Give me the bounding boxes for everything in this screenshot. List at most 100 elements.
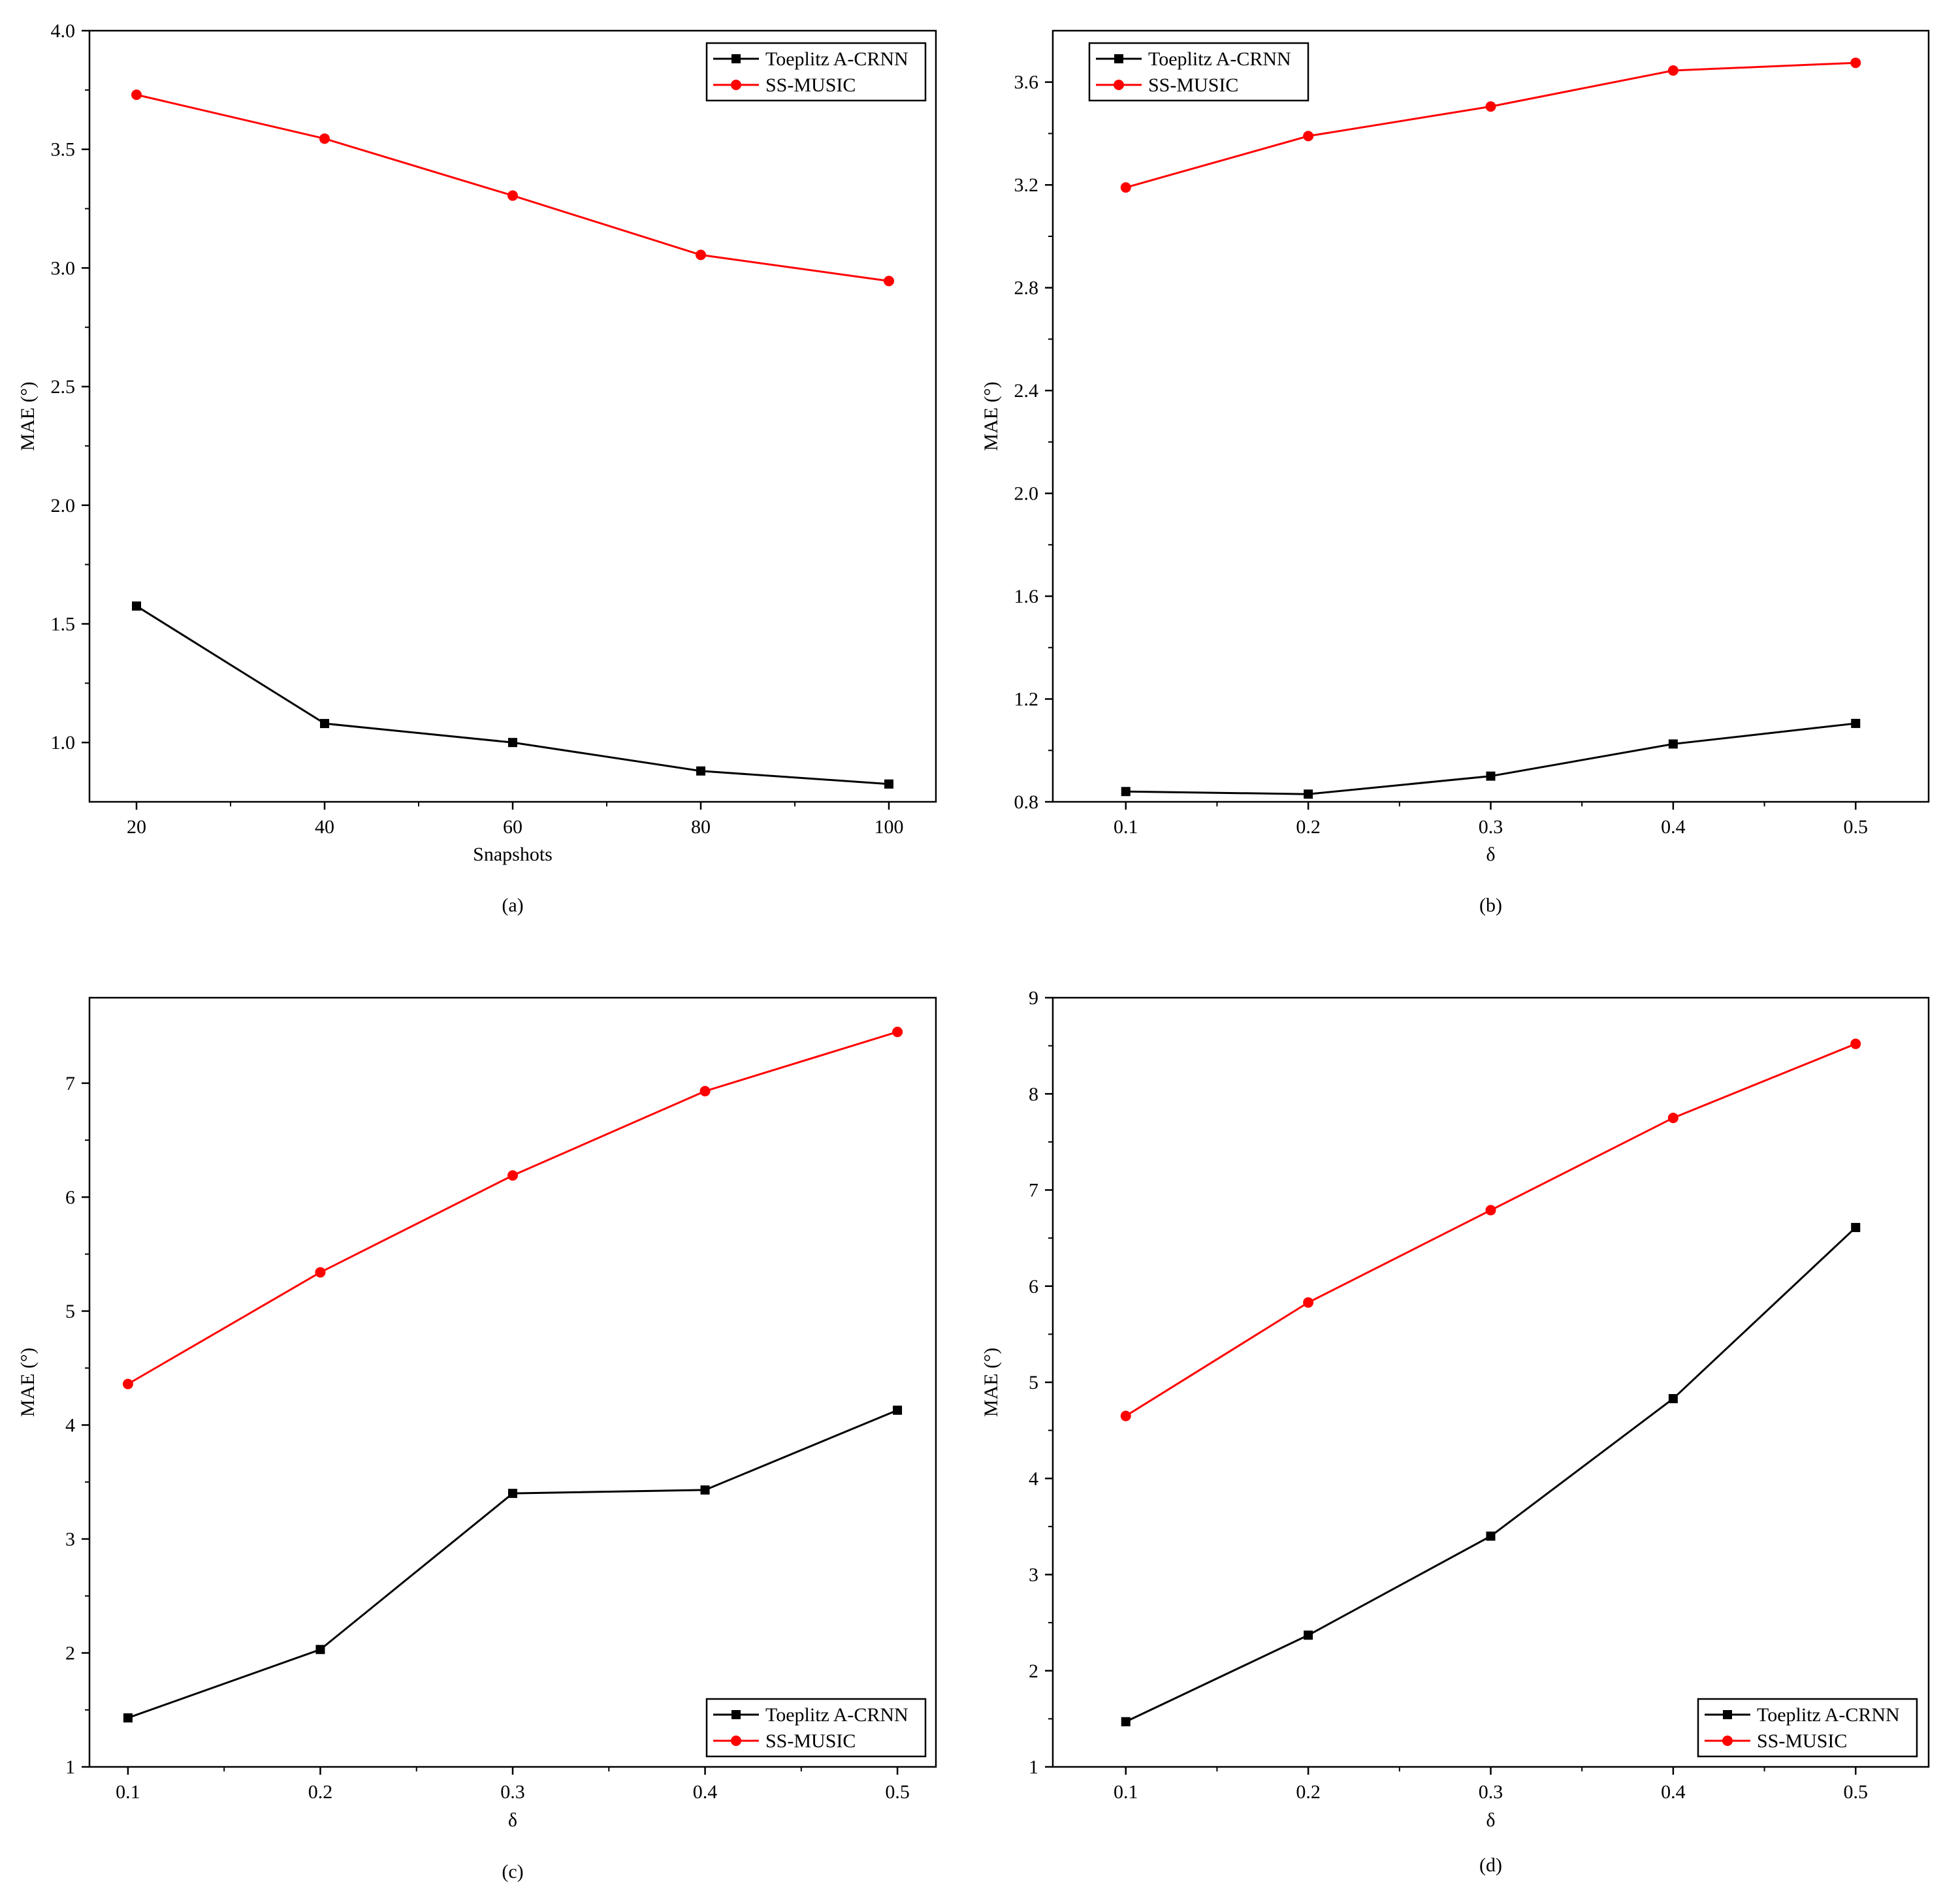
data-point-square (1121, 787, 1131, 797)
y-tick-label: 2.0 (1014, 483, 1039, 505)
data-point-square (315, 1645, 325, 1655)
data-point-circle (319, 133, 330, 144)
data-point-circle (1850, 1038, 1861, 1049)
data-point-square (508, 1489, 517, 1499)
y-tick-label: 6 (65, 1186, 75, 1208)
panel-c: 0.1 0.2 0.3 0.4 0.5 1 2 3 4 5 6 7 δ MAE (°) (c) Toeplit… (17, 996, 937, 1882)
y-tick-label: 8 (1029, 1083, 1038, 1105)
x-tick-label: 40 (315, 816, 334, 838)
data-point-square (1486, 1531, 1496, 1541)
plot-frame (88, 996, 937, 1768)
x-axis-label: δ (1486, 1809, 1495, 1831)
data-point-circle (1120, 182, 1131, 193)
y-tick-label: 3.2 (1014, 174, 1039, 196)
x-tick-label: 0.5 (1844, 1781, 1869, 1803)
data-point-square (1851, 1222, 1861, 1232)
series-line (1125, 1226, 1857, 1723)
data-point-circle (1303, 1297, 1314, 1308)
y-tick-label: 0.8 (1014, 791, 1039, 813)
y-tick-label: 2.5 (51, 376, 76, 398)
panel-b: 0.1 0.2 0.3 0.4 0.5 0.8 1.2 1.6 2.0 2.4 2.8 3.2 3.6 δ… (980, 29, 1930, 916)
legend-label: SS-MUSIC (765, 74, 856, 96)
data-point-circle (1850, 57, 1861, 69)
y-tick-label: 1 (65, 1756, 75, 1778)
x-tick-label: 0.2 (1296, 1781, 1321, 1803)
legend-label: SS-MUSIC (1148, 74, 1238, 96)
legend-swatch-circle (1722, 1736, 1733, 1746)
data-point-circle (699, 1086, 711, 1097)
legend-swatch-square (1114, 54, 1123, 63)
x-axis-label: Snapshots (473, 844, 553, 865)
legend-label: Toeplitz A-CRNN (1757, 1704, 1900, 1726)
series-line (127, 1409, 898, 1719)
x-tick-label: 60 (503, 816, 522, 838)
legend-label: Toeplitz A-CRNN (1148, 48, 1291, 70)
legend-swatch-square (731, 1710, 741, 1719)
data-point-circle (131, 89, 142, 101)
y-tick-label: 3 (65, 1529, 75, 1550)
data-point-circle (1485, 1205, 1496, 1216)
y-tick-label: 3 (1029, 1564, 1038, 1586)
plot-frame (1052, 996, 1930, 1768)
data-point-square (1851, 718, 1861, 728)
y-tick-label: 3.6 (1014, 72, 1039, 93)
series-line (136, 93, 890, 282)
x-tick-label: 0.1 (116, 1781, 140, 1803)
y-tick-label: 2.0 (51, 495, 76, 516)
series-line (136, 605, 890, 785)
y-axis-label: MAE (°) (17, 381, 39, 451)
data-point-square (884, 779, 893, 789)
legend-box (1088, 42, 1309, 102)
y-tick-label: 4 (1029, 1468, 1038, 1489)
legend-swatch-circle (731, 80, 741, 90)
data-point-circle (1303, 131, 1314, 142)
y-tick-label: 7 (65, 1073, 75, 1094)
data-point-square (696, 766, 705, 776)
y-tick-label: 4.0 (51, 20, 76, 42)
data-point-circle (1667, 65, 1678, 76)
panel-a: 20 40 60 80 100 1.0 1.5 2.0 2.5 3.0 3.5 4.0 Snapshot… (17, 20, 937, 916)
y-axis-label: MAE (°) (980, 381, 1002, 451)
data-point-square (1486, 771, 1496, 781)
panel-caption: (a) (502, 895, 523, 916)
legend-label: SS-MUSIC (1757, 1730, 1847, 1752)
data-point-square (1668, 1394, 1678, 1404)
x-tick-label: 0.3 (500, 1781, 525, 1803)
y-tick-label: 5 (65, 1301, 75, 1322)
y-tick-label: 1 (1029, 1756, 1038, 1778)
x-tick-label: 0.4 (693, 1781, 718, 1803)
y-tick-label: 1.0 (51, 732, 76, 754)
series-line (127, 1030, 898, 1385)
panel-caption: (c) (502, 1861, 523, 1882)
panel-d: 0.1 0.2 0.3 0.4 0.5 1 2 3 4 5 6 7 8 9 δ MAE (°) (d) Toepl… (980, 987, 1930, 1876)
data-point-circle (315, 1267, 326, 1278)
data-point-square (1304, 1630, 1313, 1640)
x-tick-label: 80 (691, 816, 711, 838)
data-point-circle (696, 249, 706, 261)
x-tick-label: 0.1 (1114, 816, 1138, 838)
data-point-circle (1485, 101, 1496, 112)
data-point-square (132, 601, 141, 611)
data-point-square (1121, 1717, 1131, 1726)
series-line (1125, 722, 1856, 795)
y-tick-label: 3.0 (51, 257, 76, 279)
x-tick-label: 0.4 (1661, 1781, 1686, 1803)
y-tick-label: 2.8 (1014, 278, 1039, 299)
x-tick-label: 0.3 (1479, 1781, 1503, 1803)
plot-frame (88, 29, 937, 803)
legend-box (705, 1698, 927, 1758)
y-tick-label: 1.2 (1014, 689, 1039, 710)
y-tick-label: 3.5 (51, 139, 76, 161)
y-tick-label: 6 (1029, 1276, 1038, 1297)
panel-caption: (b) (1479, 895, 1502, 916)
x-tick-label: 100 (875, 816, 904, 838)
legend-box (1697, 1698, 1918, 1758)
data-point-circle (892, 1026, 903, 1038)
data-point-circle (507, 190, 518, 201)
legend-box (705, 42, 927, 102)
x-tick-label: 0.5 (1844, 816, 1869, 838)
x-axis-label: δ (1486, 844, 1495, 865)
data-point-square (700, 1485, 710, 1495)
data-point-circle (122, 1378, 133, 1389)
